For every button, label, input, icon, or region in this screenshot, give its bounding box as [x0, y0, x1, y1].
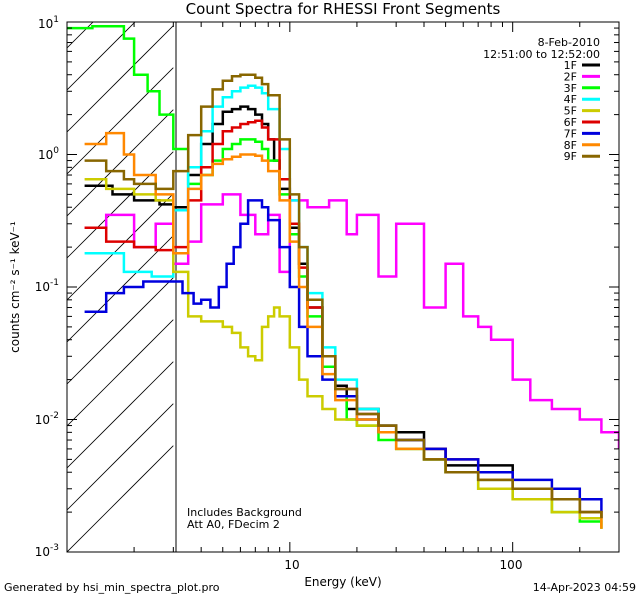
hatch-line: [67, 235, 174, 343]
legend-label-5f: 5F: [564, 105, 577, 118]
hatched-region: [67, 0, 174, 552]
hatch-line: [67, 0, 173, 6]
legend-label-4f: 4F: [564, 93, 577, 106]
legend-label-1f: 1F: [564, 59, 577, 72]
hatch-line: [67, 22, 94, 49]
footer-generated-by: Generated by hsi_min_spectra_plot.pro: [4, 581, 220, 594]
time-range-label: 12:51:00 to 12:52:00: [483, 48, 600, 61]
legend-label-6f: 6F: [564, 116, 577, 129]
hatch-line: [67, 67, 174, 175]
series-line-5f: [84, 178, 603, 529]
legend-label-9f: 9F: [564, 150, 577, 163]
series-line-6f: [84, 119, 603, 519]
hatch-line: [67, 277, 174, 385]
legend-label-3f: 3F: [564, 82, 577, 95]
hatch-line: [67, 109, 174, 217]
legend-label-2f: 2F: [564, 70, 577, 83]
hatch-line: [67, 445, 174, 552]
y-tick-label-1e1: 101: [38, 15, 59, 31]
hatch-line: [67, 25, 174, 133]
series-line-7f: [84, 199, 603, 513]
legend-label-8f: 8F: [564, 139, 577, 152]
y-tick-label-1e-3: 10-3: [35, 543, 59, 559]
y-tick-label-1e0: 100: [38, 146, 59, 162]
footer-timestamp: 14-Apr-2023 04:59: [532, 581, 636, 594]
hatch-line: [67, 361, 174, 469]
annotation-background: Includes Background: [187, 506, 302, 519]
series-line-2f: [84, 193, 619, 449]
legend-label-7f: 7F: [564, 127, 577, 140]
hatch-line: [67, 403, 174, 511]
y-tick-label-1e-2: 10-2: [35, 411, 59, 427]
series-line-9f: [84, 73, 603, 519]
chart-title: Count Spectra for RHESSI Front Segments: [186, 0, 501, 18]
series-line-4f: [84, 84, 603, 519]
hatch-line: [67, 319, 174, 427]
hatch-line: [67, 151, 174, 259]
hatch-line: [67, 22, 136, 91]
x-tick-label-100: 100: [500, 558, 523, 572]
hatch-line: [67, 193, 174, 301]
x-axis-label: Energy (keV): [304, 575, 381, 589]
annotation-attenuator: Att A0, FDecim 2: [187, 518, 280, 531]
series-line-3f: [67, 24, 603, 529]
y-tick-label-1e-1: 10-1: [35, 278, 59, 294]
date-label: 8-Feb-2010: [538, 36, 600, 49]
x-tick-label-10: 10: [284, 558, 299, 572]
plot-frame: [66, 21, 620, 553]
y-axis-label: counts cm⁻² s⁻¹ keV⁻¹: [8, 221, 22, 353]
